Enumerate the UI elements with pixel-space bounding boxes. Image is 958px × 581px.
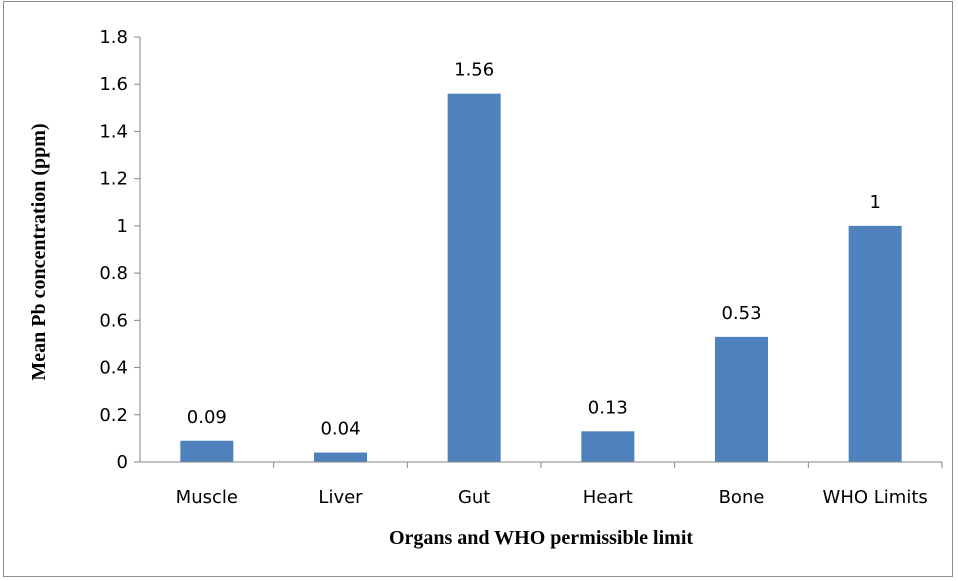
data-labels-group: 0.09 0.04 1.56 0.13 0.53 1 (187, 60, 881, 440)
y-tick-label: 1.2 (99, 169, 128, 190)
bar-liver (314, 452, 367, 462)
bar-bone (715, 336, 768, 462)
x-tick-label: Gut (458, 487, 490, 508)
y-tick-label: 1.6 (99, 74, 128, 95)
y-tick-label: 0.8 (99, 263, 128, 284)
x-tick-label: Liver (318, 487, 363, 508)
y-tick-label: 0.6 (99, 310, 128, 331)
data-label: 0.04 (320, 419, 360, 440)
x-tick-label: WHO Limits (823, 487, 928, 508)
y-tick-label: 1.8 (99, 27, 128, 48)
x-tick-label: Bone (719, 487, 765, 508)
data-label: 0.13 (588, 397, 628, 418)
bars-group (180, 93, 902, 463)
data-label: 0.09 (187, 407, 227, 428)
y-tick-label: 1.4 (99, 121, 128, 142)
y-tick-label: 0.2 (99, 405, 128, 426)
y-axis-title: Mean Pb concentration (ppm) (28, 123, 50, 380)
x-axis-title: Organs and WHO permissible limit (389, 527, 693, 549)
x-tick-label: Muscle (176, 487, 238, 508)
y-tick-label: 0.4 (99, 358, 128, 379)
x-axis-tick-labels: Muscle Liver Gut Heart Bone WHO Limits (176, 462, 943, 508)
y-tick-label: 0 (117, 452, 128, 473)
bar-who-limits (848, 225, 902, 462)
data-label: 1 (869, 192, 880, 213)
x-tick-label: Heart (583, 487, 633, 508)
data-label: 0.53 (721, 303, 761, 324)
bar-muscle (180, 440, 234, 462)
data-label: 1.56 (454, 60, 494, 81)
y-tick-label: 1 (117, 216, 128, 237)
bar-heart (581, 431, 635, 462)
bar-gut (447, 93, 501, 463)
y-axis-ticks: 0 0.2 0.4 0.6 0.8 1 1.2 1.4 1.6 1.8 (99, 27, 140, 473)
